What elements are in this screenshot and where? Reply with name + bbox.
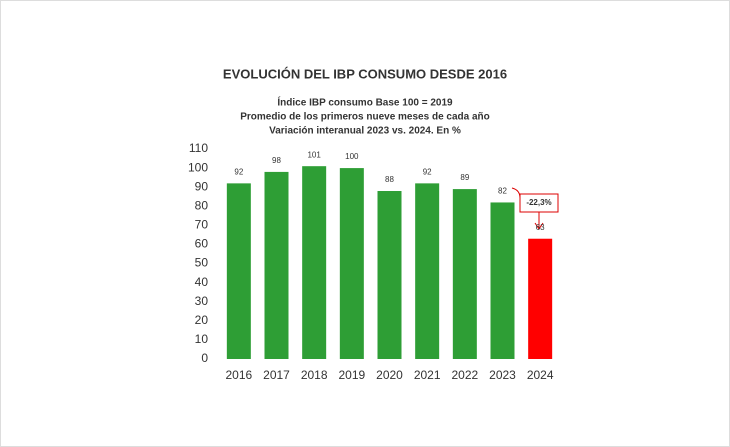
bar — [528, 238, 553, 359]
chart-subtitle: Promedio de los primeros nueve meses de … — [240, 112, 490, 123]
y-tick-label: 110 — [189, 141, 208, 155]
bar — [377, 191, 402, 359]
y-tick-label: 30 — [195, 294, 209, 308]
y-tick-label: 10 — [195, 332, 209, 346]
chart-subtitle: Índice IBP consumo Base 100 = 2019 — [277, 96, 453, 109]
chart-title: EVOLUCIÓN DEL IBP CONSUMO DESDE 2016 — [223, 66, 507, 81]
bar — [302, 166, 327, 359]
bar — [452, 189, 477, 359]
x-tick-label: 2020 — [376, 368, 403, 382]
y-tick-label: 100 — [188, 160, 208, 174]
data-label: 89 — [460, 173, 469, 182]
x-tick-label: 2022 — [451, 368, 478, 382]
bar — [490, 202, 515, 359]
x-tick-label: 2024 — [527, 368, 554, 382]
y-tick-label: 80 — [195, 198, 209, 212]
annotation: -22,3% — [526, 198, 551, 207]
y-tick-label: 60 — [195, 237, 209, 251]
y-tick-label: 0 — [201, 351, 208, 365]
x-tick-label: 2018 — [301, 368, 328, 382]
y-tick-label: 50 — [195, 256, 209, 270]
x-tick-label: 2016 — [225, 368, 252, 382]
x-tick-label: 2021 — [414, 368, 441, 382]
data-label: 82 — [498, 187, 507, 196]
chart-subtitle: Variación interanual 2023 vs. 2024. En % — [269, 126, 461, 137]
data-label: 88 — [385, 175, 394, 184]
bar — [226, 183, 251, 359]
y-tick-label: 70 — [195, 218, 209, 232]
annotation-arrow — [511, 187, 544, 230]
x-tick-label: 2017 — [263, 368, 290, 382]
y-tick-label: 20 — [195, 313, 209, 327]
bar — [264, 171, 289, 359]
data-label: 92 — [234, 167, 243, 176]
data-label: 92 — [423, 167, 432, 176]
data-label: 98 — [272, 156, 281, 165]
bar — [339, 168, 364, 359]
bar — [415, 183, 440, 359]
data-label: 63 — [536, 223, 545, 232]
data-label: 101 — [307, 150, 321, 159]
y-tick-label: 90 — [195, 179, 209, 193]
y-tick-label: 40 — [195, 275, 209, 289]
data-label: 100 — [345, 152, 359, 161]
x-tick-label: 2023 — [489, 368, 516, 382]
x-tick-label: 2019 — [338, 368, 365, 382]
